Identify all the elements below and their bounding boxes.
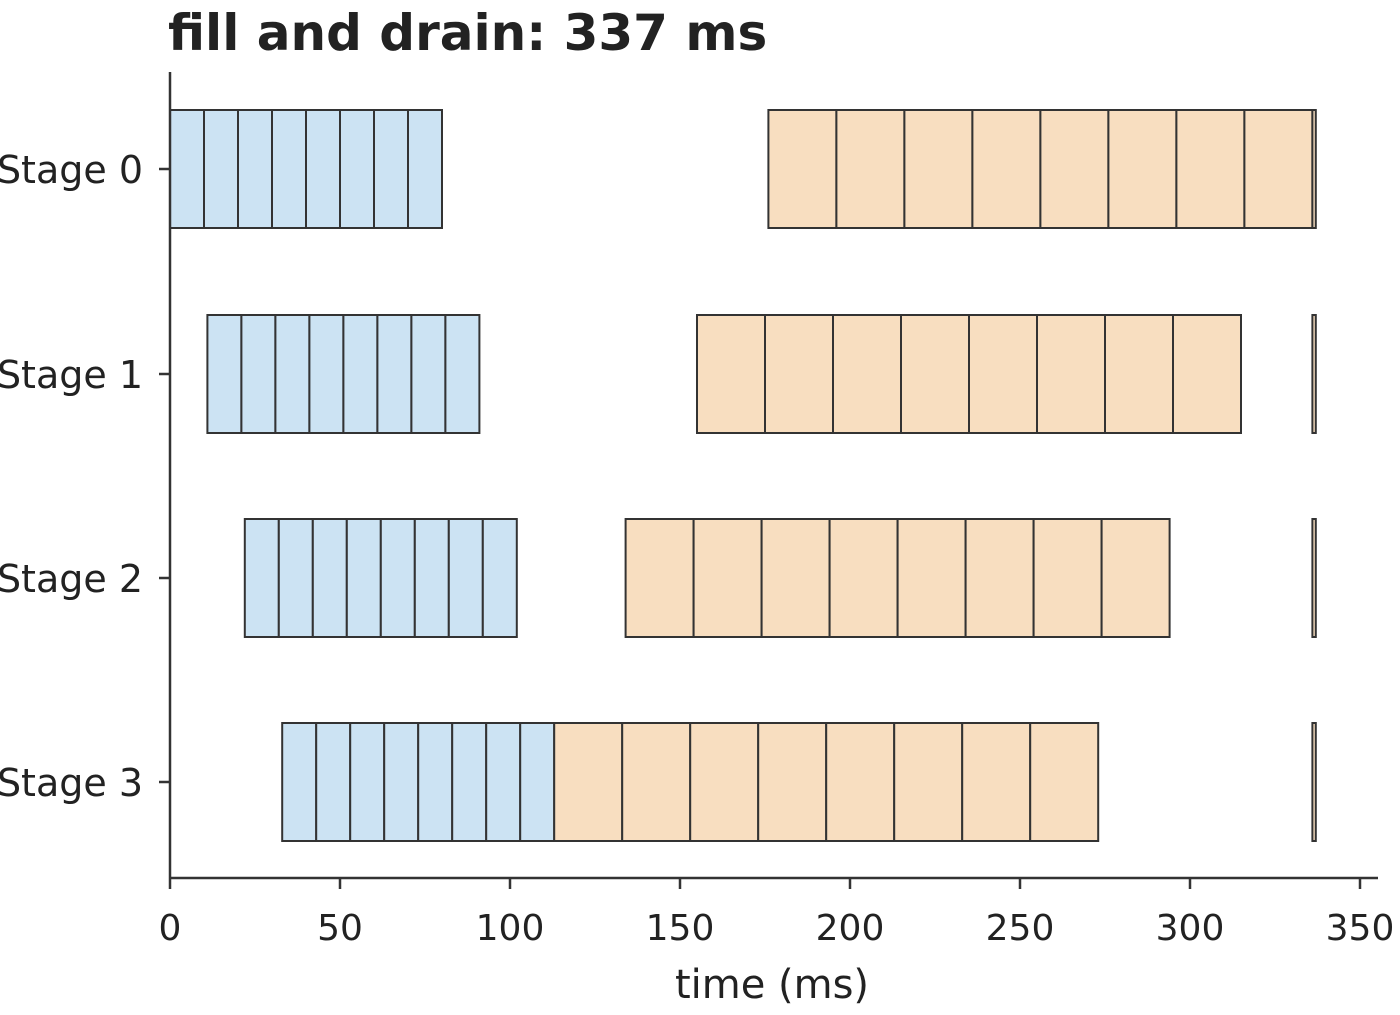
- backward-block-s3-7: [1029, 722, 1100, 842]
- stage-row-3: [281, 722, 1317, 842]
- forward-block-s2-1: [277, 518, 314, 638]
- stage-row-1: [206, 314, 1317, 434]
- forward-block-s0-5: [339, 109, 375, 229]
- bars-layer: [169, 109, 1317, 842]
- backward-block-s2-6: [1032, 518, 1103, 638]
- y-tick-label-2: Stage 2: [0, 557, 143, 601]
- backward-block-s1-4: [968, 314, 1038, 434]
- backward-block-s3-6: [961, 722, 1032, 842]
- backward-block-s0-8: [1311, 109, 1317, 229]
- backward-block-s3-4: [825, 722, 896, 842]
- x-tick-label-1: 50: [317, 908, 363, 949]
- x-axis-label: time (ms): [675, 962, 869, 1008]
- forward-block-s3-5: [451, 722, 488, 842]
- forward-block-s2-0: [243, 518, 280, 638]
- backward-block-s2-2: [760, 518, 831, 638]
- forward-block-s0-6: [373, 109, 409, 229]
- backward-block-s3-0: [553, 722, 624, 842]
- backward-block-s1-8: [1311, 314, 1317, 434]
- forward-block-s1-1: [240, 314, 277, 434]
- x-tick-label-2: 100: [476, 908, 545, 949]
- backward-block-s1-3: [900, 314, 970, 434]
- stage-row-2: [243, 518, 1317, 638]
- backward-block-s0-7: [1243, 109, 1314, 229]
- backward-block-s2-3: [828, 518, 899, 638]
- forward-block-s0-2: [237, 109, 273, 229]
- forward-block-s3-0: [281, 722, 318, 842]
- backward-block-s1-6: [1104, 314, 1174, 434]
- y-tick-label-0: Stage 0: [0, 148, 143, 192]
- backward-block-s2-8: [1311, 518, 1317, 638]
- forward-block-s2-6: [447, 518, 484, 638]
- x-tick-label-4: 200: [816, 908, 885, 949]
- backward-block-s2-0: [624, 518, 695, 638]
- forward-block-s3-7: [519, 722, 556, 842]
- backward-block-s2-5: [964, 518, 1035, 638]
- backward-block-s2-7: [1100, 518, 1171, 638]
- forward-block-s2-5: [413, 518, 450, 638]
- y-tick-label-1: Stage 1: [0, 353, 143, 397]
- backward-block-s0-2: [903, 109, 974, 229]
- forward-block-s3-6: [485, 722, 522, 842]
- forward-block-s0-7: [407, 109, 443, 229]
- forward-block-s1-6: [410, 314, 447, 434]
- backward-block-s0-6: [1175, 109, 1246, 229]
- backward-block-s0-1: [835, 109, 906, 229]
- backward-block-s0-5: [1107, 109, 1178, 229]
- x-tick-label-0: 0: [159, 908, 182, 949]
- forward-block-s3-4: [417, 722, 454, 842]
- backward-block-s2-4: [896, 518, 967, 638]
- forward-block-s3-1: [315, 722, 352, 842]
- forward-block-s3-3: [383, 722, 420, 842]
- forward-block-s1-0: [206, 314, 243, 434]
- backward-block-s1-5: [1036, 314, 1106, 434]
- forward-block-s1-4: [342, 314, 379, 434]
- x-tick-label-5: 250: [986, 908, 1055, 949]
- y-tick-label-3: Stage 3: [0, 761, 143, 805]
- forward-block-s1-5: [376, 314, 413, 434]
- forward-block-s1-3: [308, 314, 345, 434]
- backward-block-s3-1: [621, 722, 692, 842]
- forward-block-s0-3: [271, 109, 307, 229]
- x-tick-label-6: 300: [1156, 908, 1225, 949]
- x-ticks: 0 50 100 150 200 250 300 350: [159, 878, 1395, 949]
- backward-block-s0-3: [971, 109, 1042, 229]
- stage-row-0: [169, 109, 1317, 229]
- chart-title: fill and drain: 337 ms: [168, 4, 767, 62]
- backward-block-s1-7: [1172, 314, 1242, 434]
- backward-block-s0-4: [1039, 109, 1110, 229]
- x-tick-label-7: 350: [1326, 908, 1395, 949]
- x-tick-label-3: 150: [646, 908, 715, 949]
- forward-block-s2-2: [311, 518, 348, 638]
- forward-block-s2-4: [379, 518, 416, 638]
- y-ticks: Stage 0 Stage 1 Stage 2 Stage 3: [0, 148, 170, 805]
- backward-block-s0-0: [767, 109, 838, 229]
- backward-block-s3-8: [1311, 722, 1317, 842]
- forward-block-s0-0: [169, 109, 205, 229]
- backward-block-s3-5: [893, 722, 964, 842]
- forward-block-s1-2: [274, 314, 311, 434]
- forward-block-s0-4: [305, 109, 341, 229]
- backward-block-s3-2: [689, 722, 760, 842]
- backward-block-s1-0: [696, 314, 766, 434]
- forward-block-s3-2: [349, 722, 386, 842]
- backward-block-s2-1: [692, 518, 763, 638]
- backward-block-s1-2: [832, 314, 902, 434]
- forward-block-s0-1: [203, 109, 239, 229]
- forward-block-s2-3: [345, 518, 382, 638]
- backward-block-s3-3: [757, 722, 828, 842]
- forward-block-s2-7: [481, 518, 518, 638]
- backward-block-s1-1: [764, 314, 834, 434]
- forward-block-s1-7: [444, 314, 481, 434]
